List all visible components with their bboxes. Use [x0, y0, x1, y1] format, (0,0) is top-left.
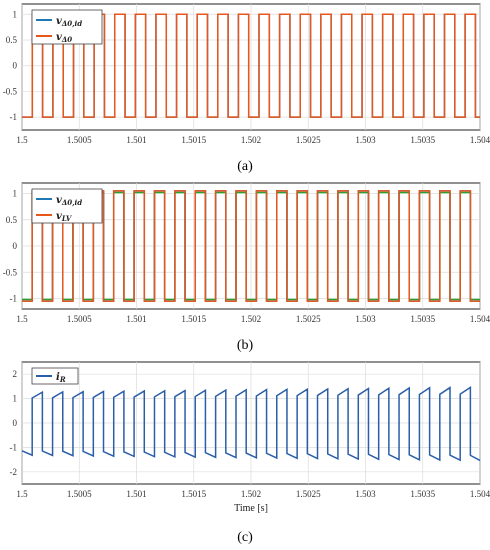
- y-tick-label: 0: [13, 61, 18, 71]
- y-tick-label: -0.5: [3, 267, 18, 277]
- x-tick-label: 1.503: [355, 135, 376, 145]
- x-tick-label: 1.5025: [296, 314, 321, 324]
- caption-c: (c): [237, 530, 253, 545]
- legend-box: [31, 188, 103, 224]
- panel-c-series: [21, 385, 481, 462]
- legend-label-a1: vΔ0,id: [56, 16, 82, 28]
- panel-c-grid: [21, 362, 481, 484]
- y-tick-label: 0: [13, 241, 18, 251]
- x-tick-label: 1.503: [355, 489, 376, 499]
- x-tick-label: 1.5035: [410, 135, 435, 145]
- panel-c: 210-1-2 1.5 1.5005 1.501 1.5015 1.502 1.5025 1…: [10, 361, 490, 545]
- x-tick-label: 1.5025: [296, 489, 321, 499]
- y-tick-label: 1: [13, 9, 18, 19]
- y-tick-label: -1: [10, 294, 18, 304]
- panel-b-xticks: 1.5 1.5005 1.501 1.5015 1.502 1.5025 1.503 1.50…: [16, 314, 490, 324]
- x-tick-label: 1.5: [16, 135, 28, 145]
- x-tick-label: 1.501: [126, 135, 146, 145]
- x-tick-label: 1.5015: [181, 314, 206, 324]
- series-line-iR: [21, 385, 481, 462]
- y-tick-label: 1: [13, 394, 18, 404]
- x-axis-label: Time [s]: [234, 503, 268, 514]
- panel-b-legend: vΔ0,id vLV: [31, 188, 103, 224]
- x-tick-label: 1.504: [470, 135, 490, 145]
- x-tick-label: 1.502: [241, 489, 261, 499]
- panel-b-grid: [21, 183, 481, 309]
- panel-c-yticks: 2 1 0 -1 -2: [10, 369, 18, 477]
- panel-b: 10.50-0.5-1 1.5 1.5005 1.501 1.5015 1.502 1.5…: [3, 182, 490, 353]
- x-tick-label: 1.5035: [410, 489, 435, 499]
- panel-a-yticks: 1 0.5 0 -0.5 -1: [3, 9, 18, 122]
- legend-label-c1: iR: [56, 372, 66, 384]
- panel-c-xticks: 1.5 1.5005 1.501 1.5015 1.502 1.5025 1.503 1.50…: [16, 489, 490, 499]
- y-tick-label: 2: [13, 369, 18, 379]
- legend-box: [31, 9, 103, 45]
- x-tick-label: 1.5025: [296, 135, 321, 145]
- x-tick-label: 1.5015: [181, 489, 206, 499]
- y-tick-label: 1: [13, 189, 18, 199]
- x-tick-label: 1.501: [126, 489, 146, 499]
- panel-a-series: [22, 13, 480, 118]
- x-tick-label: 1.5015: [181, 135, 206, 145]
- legend-label-b1: vΔ0,id: [56, 195, 82, 207]
- x-tick-label: 1.502: [241, 314, 261, 324]
- panel-a-legend: vΔ0,id vΔ0: [31, 9, 103, 45]
- x-tick-label: 1.5: [16, 489, 28, 499]
- x-tick-label: 1.501: [126, 314, 146, 324]
- y-tick-label: -1: [10, 112, 18, 122]
- y-tick-label: -1: [10, 442, 18, 452]
- y-tick-label: -2: [10, 467, 18, 477]
- legend-label-b2: vLV: [56, 211, 73, 223]
- series-line-vΔ0: [22, 13, 480, 118]
- x-tick-label: 1.504: [470, 314, 490, 324]
- panel-a: 10.50-0.5-1 1.5 1.5005 1.501 1.5015 1.502 1.5…: [3, 3, 490, 174]
- panel-b-yticks: 1 0.5 0 -0.5 -1: [3, 189, 18, 304]
- y-tick-label: 0.5: [6, 215, 18, 225]
- y-tick-label: -0.5: [3, 86, 18, 96]
- y-tick-label: 0.5: [6, 35, 18, 45]
- panel-a-xticks: 1.5 1.5005 1.501 1.5015 1.502 1.5025 1.503 1.50…: [16, 135, 490, 145]
- legend-box: [31, 367, 79, 385]
- x-tick-label: 1.5: [16, 314, 28, 324]
- legend-label-a2: vΔ0: [56, 32, 72, 44]
- x-tick-label: 1.502: [241, 135, 261, 145]
- caption-b: (b): [237, 338, 254, 353]
- x-tick-label: 1.503: [355, 314, 376, 324]
- x-tick-label: 1.5005: [67, 135, 92, 145]
- caption-a: (a): [237, 159, 253, 174]
- x-tick-label: 1.5005: [67, 489, 92, 499]
- x-tick-label: 1.5035: [410, 314, 435, 324]
- y-tick-label: 0: [13, 418, 18, 428]
- panel-c-legend: iR: [31, 367, 79, 385]
- x-tick-label: 1.504: [470, 489, 490, 499]
- x-tick-label: 1.5005: [67, 314, 92, 324]
